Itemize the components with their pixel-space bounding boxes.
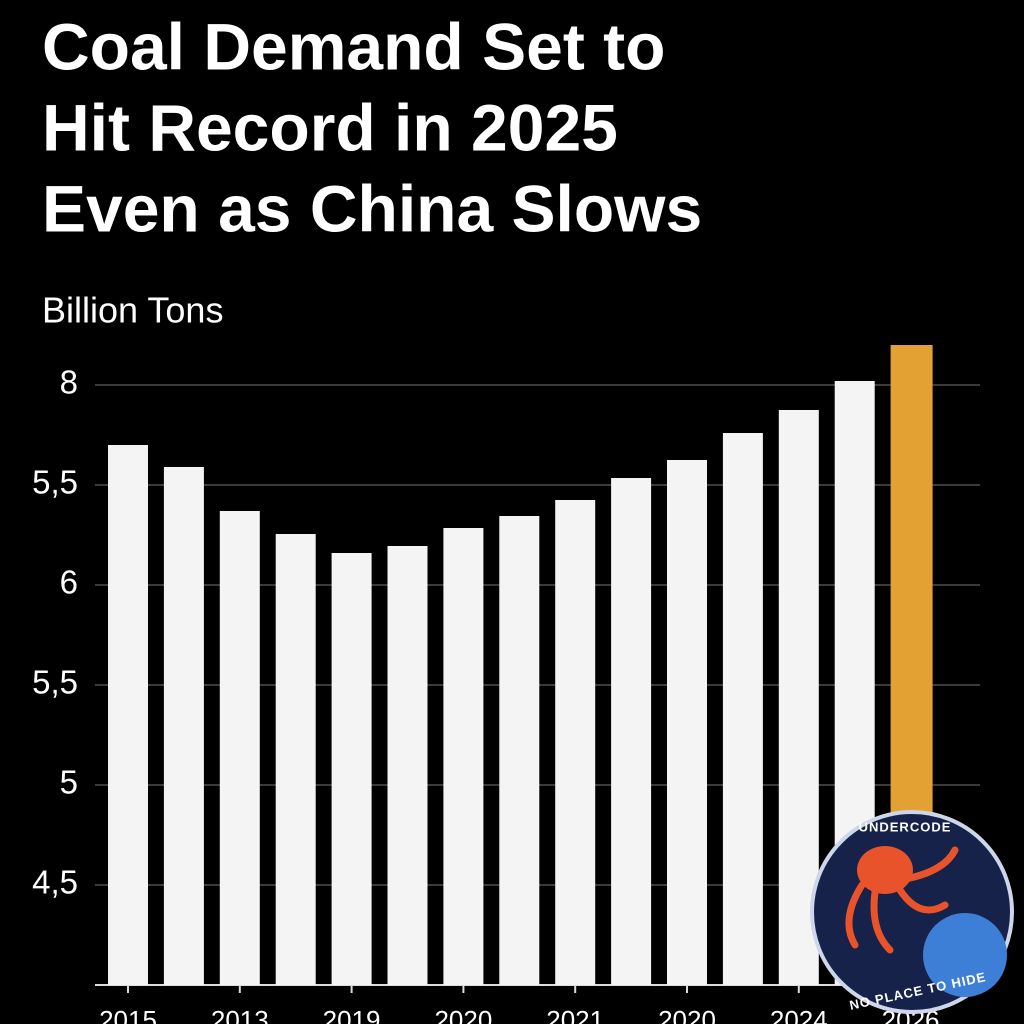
y-tick-label: 5 <box>60 764 78 801</box>
bar <box>331 553 372 985</box>
x-tick-label: 2020 <box>658 1005 716 1024</box>
bar <box>108 445 148 985</box>
x-tick-label: 2021 <box>546 1005 604 1024</box>
bar <box>611 478 652 985</box>
bar <box>219 511 260 985</box>
badge-planet <box>923 913 1007 997</box>
y-tick-label: 5,5 <box>32 464 78 501</box>
bar <box>722 433 763 985</box>
y-tick-label: 6 <box>60 564 78 601</box>
bar <box>387 546 428 985</box>
bar <box>778 410 819 985</box>
badge-top-text: UNDERCODE <box>859 819 952 834</box>
badge-tentacles <box>845 846 959 954</box>
bar <box>667 460 707 985</box>
y-tick-label: 8 <box>60 364 78 401</box>
badge-octopus <box>857 846 913 894</box>
y-tick-label: 5,5 <box>32 664 78 701</box>
bar <box>163 467 204 985</box>
bar <box>443 528 484 985</box>
x-tick-label: 2024 <box>770 1005 828 1024</box>
x-tick-label: 2013 <box>211 1005 269 1024</box>
x-tick-label: 2019 <box>323 1005 381 1024</box>
chart-title: Hit Record in 2025 <box>42 90 618 164</box>
chart-title: Coal Demand Set to <box>42 9 665 83</box>
y-axis-label: Billion Tons <box>42 290 223 331</box>
chart-title: Even as China Slows <box>42 171 702 245</box>
bar <box>275 534 316 985</box>
x-tick-label: 2015 <box>99 1005 157 1024</box>
bar <box>555 500 596 985</box>
x-tick-label: 2020 <box>434 1005 492 1024</box>
y-tick-label: 4,5 <box>32 864 78 901</box>
bar <box>499 516 540 985</box>
